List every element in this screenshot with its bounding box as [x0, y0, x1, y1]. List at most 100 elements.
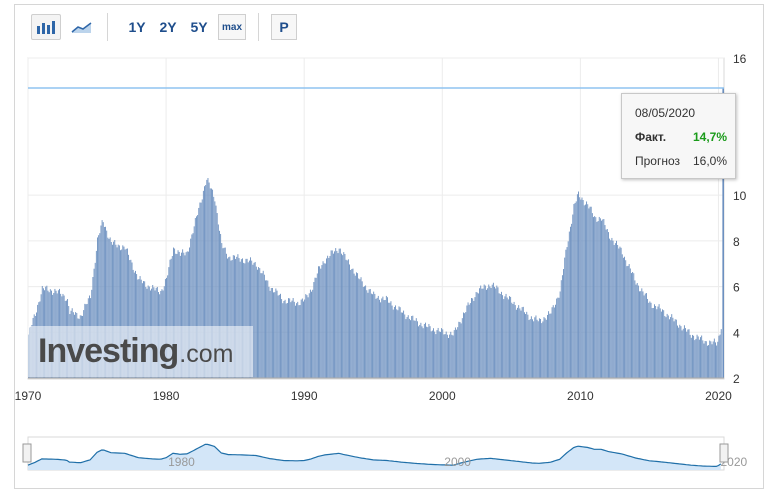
- bar: [492, 282, 494, 378]
- bar: [338, 248, 340, 378]
- bar: [274, 292, 276, 378]
- bar: [457, 327, 459, 378]
- bar: [294, 305, 296, 378]
- bar: [248, 260, 250, 378]
- range-1y-button[interactable]: 1Y: [128, 19, 146, 35]
- bar: [602, 219, 604, 378]
- navigator-left-handle[interactable]: [22, 443, 32, 463]
- bar: [664, 316, 666, 378]
- bar: [320, 268, 322, 378]
- bar: [289, 298, 291, 378]
- p-button[interactable]: P: [271, 14, 297, 40]
- bar: [384, 299, 386, 378]
- bar: [343, 252, 345, 378]
- bar: [268, 286, 270, 378]
- bar: [632, 272, 634, 378]
- bar: [627, 265, 629, 378]
- bar: [215, 205, 217, 378]
- bar: [528, 320, 530, 378]
- bar: [552, 305, 554, 378]
- bar: [97, 237, 98, 378]
- bar-chart-icon[interactable]: [31, 14, 61, 40]
- bar: [526, 311, 528, 378]
- range-2y-button[interactable]: 2Y: [159, 19, 177, 35]
- bar: [518, 305, 520, 378]
- bar: [349, 264, 350, 378]
- bar: [334, 251, 336, 378]
- bar: [296, 303, 298, 378]
- bar: [610, 240, 612, 378]
- bar: [674, 319, 676, 378]
- navigator[interactable]: 1980 2000 2020: [22, 436, 747, 471]
- navigator-right-handle[interactable]: [719, 443, 729, 463]
- bar: [612, 240, 614, 378]
- range-max-button[interactable]: max: [218, 14, 246, 40]
- bar: [709, 340, 711, 378]
- bar: [587, 204, 589, 378]
- area-chart-icon[interactable]: [67, 14, 97, 40]
- bar: [517, 307, 518, 378]
- bar: [181, 252, 182, 378]
- bar: [186, 251, 188, 378]
- bar: [505, 293, 507, 378]
- bar: [319, 266, 321, 378]
- bar: [589, 206, 591, 378]
- bar: [383, 300, 385, 378]
- bar-latest: [722, 87, 724, 378]
- range-5y-button[interactable]: 5Y: [190, 19, 208, 35]
- y-tick-label: 8: [733, 235, 740, 249]
- bar: [216, 213, 218, 378]
- bar: [510, 296, 512, 378]
- bar: [193, 226, 195, 378]
- bar: [361, 281, 363, 378]
- bar: [225, 253, 227, 378]
- bar: [690, 337, 692, 378]
- y-tick-label: 2: [733, 372, 740, 386]
- bar: [284, 299, 286, 378]
- bar: [438, 331, 440, 378]
- bar: [711, 344, 713, 378]
- bar: [611, 237, 613, 378]
- bar: [680, 326, 682, 378]
- bar: [366, 290, 368, 378]
- toolbar-separator: [107, 13, 108, 41]
- bar: [640, 291, 642, 378]
- bar: [168, 267, 170, 378]
- bar: [397, 310, 399, 378]
- bar: [396, 309, 398, 378]
- bar: [304, 299, 306, 378]
- bar: [286, 303, 288, 378]
- bar: [697, 336, 699, 378]
- bar: [93, 268, 95, 378]
- bar: [237, 254, 239, 378]
- bar: [375, 298, 377, 378]
- bar: [339, 248, 341, 378]
- bar: [219, 230, 220, 378]
- bar: [483, 284, 485, 378]
- bar: [378, 299, 380, 378]
- bar: [506, 297, 508, 378]
- bar: [262, 270, 264, 378]
- bar: [434, 331, 436, 378]
- bar: [542, 321, 544, 378]
- bar: [301, 298, 303, 378]
- bar: [312, 289, 314, 378]
- bar: [647, 298, 649, 378]
- bar: [679, 324, 681, 378]
- bar: [644, 293, 646, 378]
- bar: [662, 309, 663, 378]
- bar: [513, 301, 515, 378]
- bar: [712, 341, 714, 378]
- bar: [222, 248, 224, 378]
- bar: [406, 317, 408, 378]
- bar: [290, 302, 292, 378]
- bar: [255, 266, 257, 378]
- bar: [377, 295, 379, 378]
- bar: [263, 274, 265, 378]
- bar: [652, 307, 654, 378]
- bar: [243, 262, 245, 378]
- x-tick-label: 1990: [291, 389, 318, 403]
- bar: [288, 298, 289, 378]
- bar: [327, 255, 329, 378]
- bar: [673, 321, 675, 378]
